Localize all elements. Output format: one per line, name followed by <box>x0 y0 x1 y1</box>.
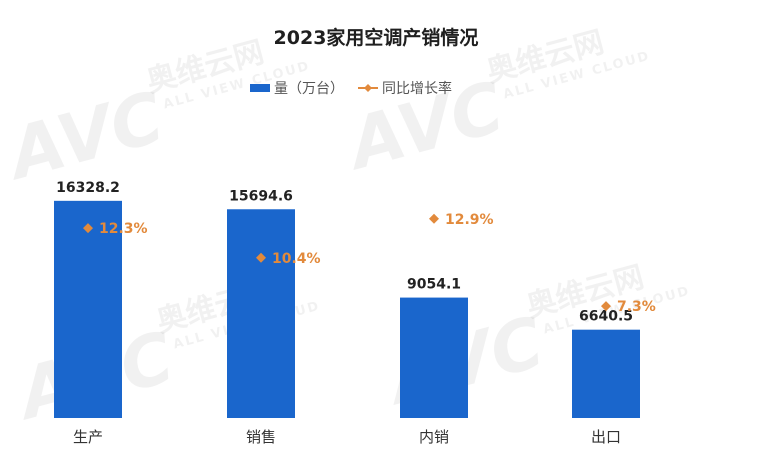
bar-4 <box>572 329 640 418</box>
growth-series: 12.3% 10.4% 12.9% 7.3% <box>83 212 656 315</box>
bar-value-label: 15694.6 <box>229 188 293 204</box>
bar-1 <box>54 200 122 418</box>
category-label: 内销 <box>419 428 449 446</box>
legend-bar-label: 量（万台） <box>274 81 344 97</box>
growth-value-label: 12.9% <box>445 212 494 228</box>
bar-value-label: 9054.1 <box>407 277 461 293</box>
growth-marker-2 <box>256 252 266 263</box>
bar-3 <box>400 297 468 418</box>
legend: 量（万台） 同比增长率 <box>250 80 452 97</box>
legend-growth-swatch-marker <box>364 84 372 92</box>
legend-bar-swatch <box>250 84 270 92</box>
growth-value-label: 7.3% <box>617 299 656 315</box>
chart-title: 2023家用空调产销情况 <box>274 26 479 49</box>
growth-value-label: 10.4% <box>272 251 321 267</box>
bar-value-label: 6640.5 <box>579 309 633 325</box>
growth-marker-4 <box>601 301 611 312</box>
watermark-logo: AVC <box>0 76 172 197</box>
growth-marker-1 <box>83 223 93 234</box>
bar-value-labels: 16328.2 15694.6 9054.1 6640.5 <box>56 180 633 325</box>
bar-2 <box>227 209 295 418</box>
category-label: 销售 <box>246 428 276 446</box>
category-label: 出口 <box>591 428 621 446</box>
growth-value-label: 12.3% <box>99 221 148 237</box>
bar-value-label: 16328.2 <box>56 180 120 196</box>
bar-series <box>54 200 640 418</box>
category-label: 生产 <box>73 428 103 446</box>
category-labels: 生产 销售 内销 出口 <box>73 428 621 446</box>
legend-growth-label: 同比增长率 <box>382 80 452 97</box>
growth-marker-3 <box>429 213 439 224</box>
